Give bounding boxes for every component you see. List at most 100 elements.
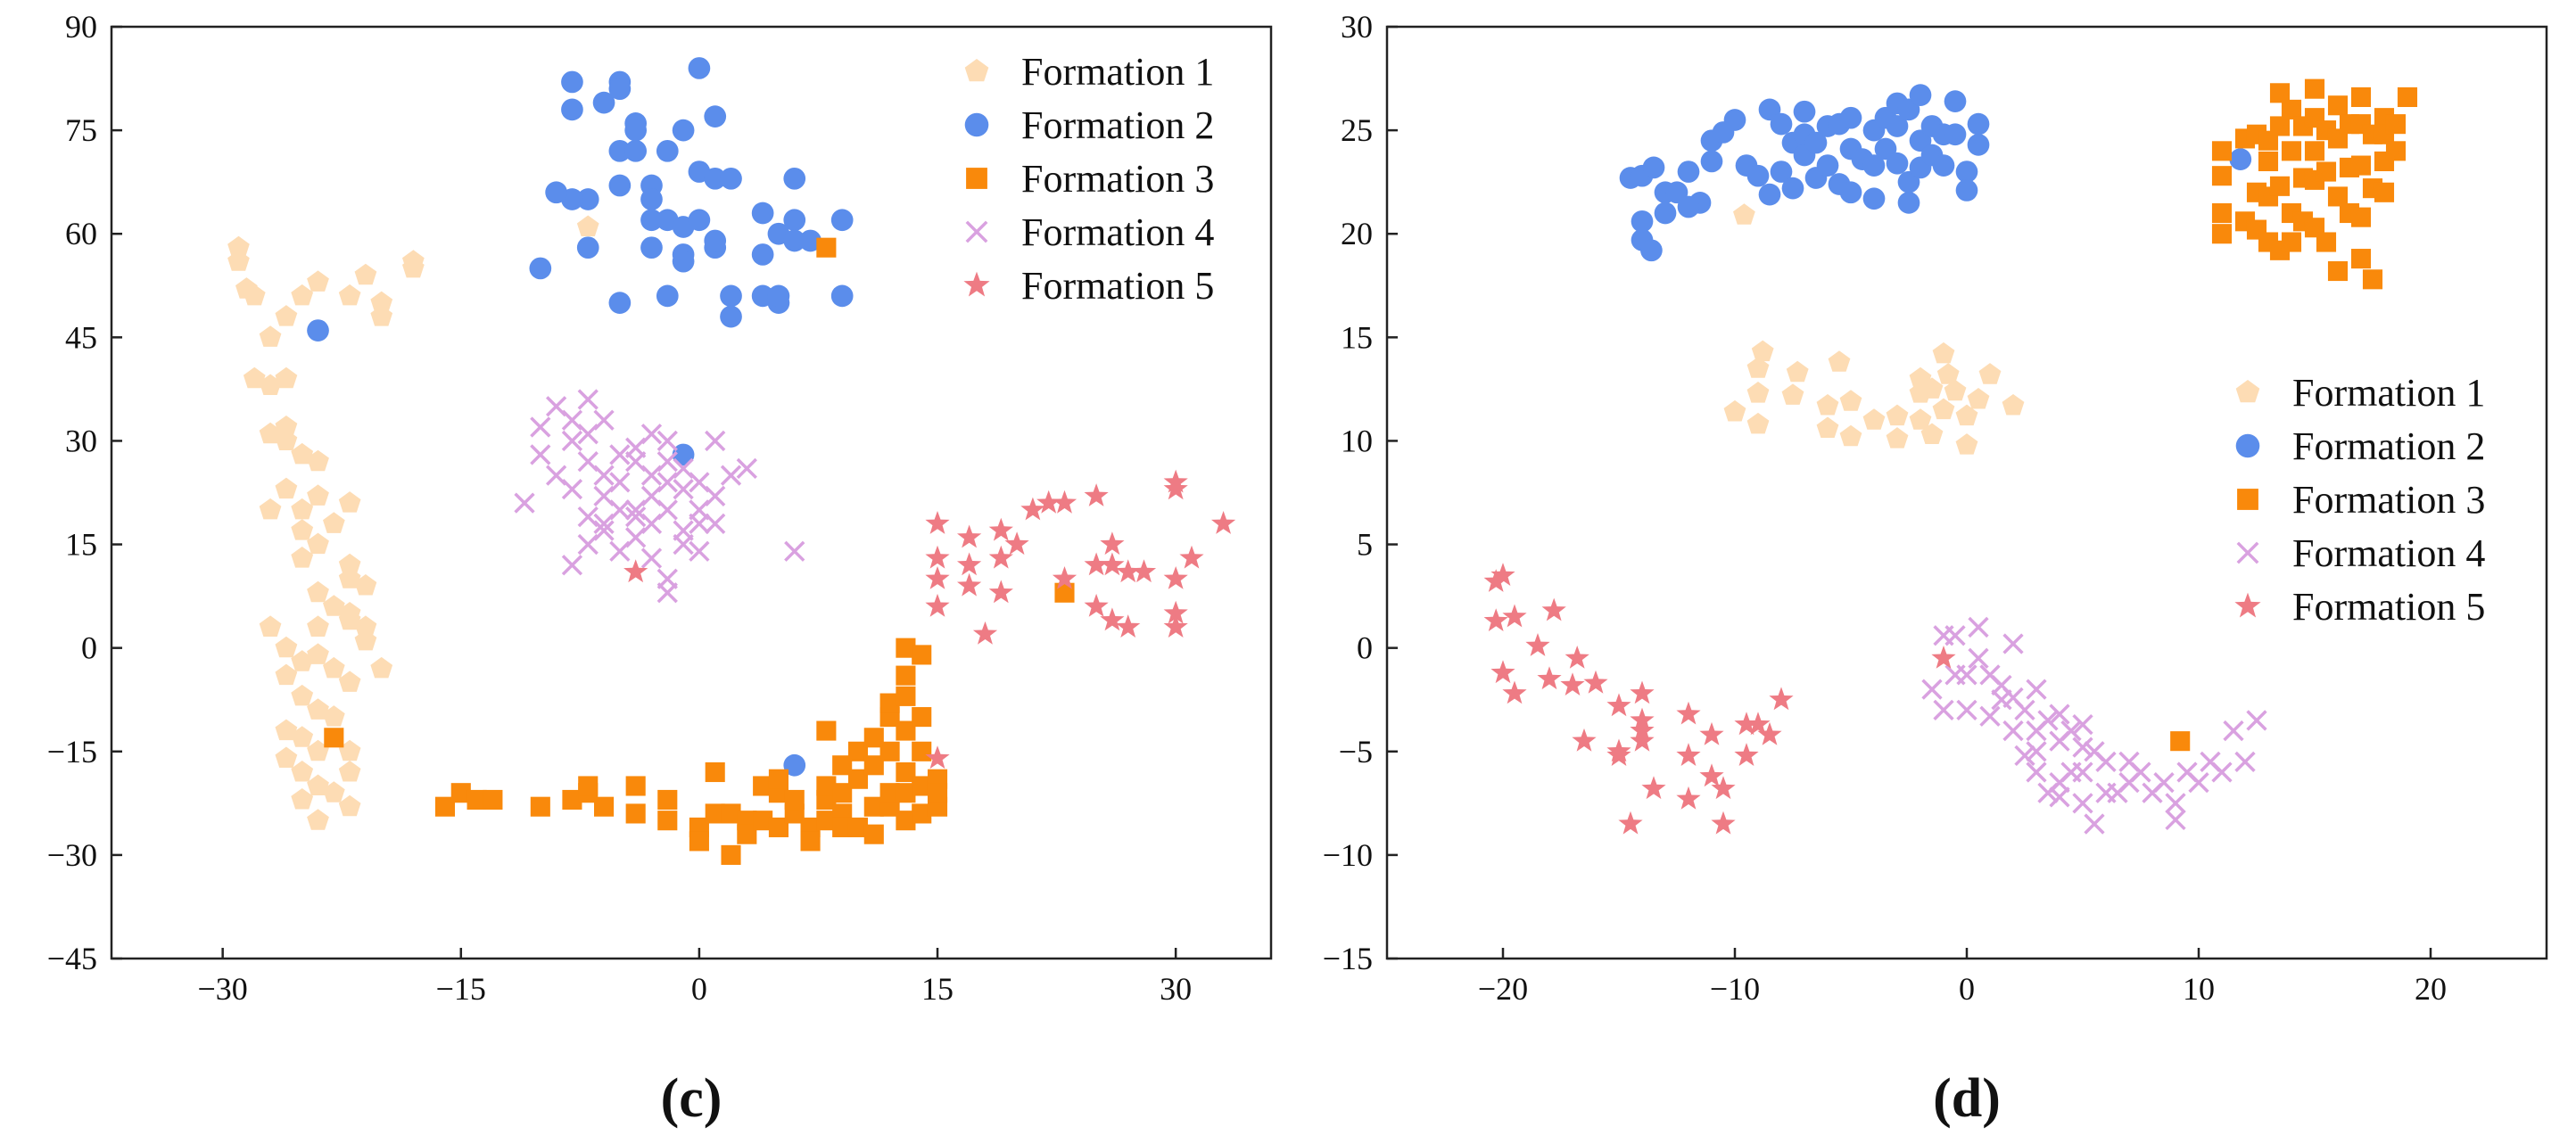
- legend-marker: [2234, 592, 2261, 618]
- data-point: [259, 374, 282, 395]
- data-point: [514, 492, 535, 514]
- data-point: [912, 803, 932, 824]
- data-point: [1630, 680, 1655, 704]
- y-tick-label: −5: [1339, 734, 1373, 770]
- data-point: [656, 582, 678, 604]
- data-point: [1654, 202, 1677, 225]
- data-point: [529, 257, 552, 280]
- data-point: [704, 229, 727, 252]
- data-point: [1968, 616, 1989, 638]
- data-point: [1502, 680, 1527, 704]
- data-point: [1734, 743, 1759, 766]
- data-point: [608, 139, 632, 162]
- data-point: [625, 499, 647, 521]
- data-point: [593, 513, 615, 534]
- data-point: [656, 139, 679, 162]
- data-point: [972, 621, 998, 645]
- data-point: [2304, 78, 2325, 99]
- data-point: [656, 284, 679, 308]
- data-point: [656, 499, 678, 521]
- data-point: [689, 513, 710, 534]
- legend-label: Formation 2: [1021, 103, 1214, 147]
- data-point: [1786, 360, 1809, 383]
- data-point: [307, 580, 329, 603]
- y-tick-label: −15: [47, 734, 97, 770]
- data-point: [2269, 83, 2291, 103]
- data-point: [816, 811, 837, 831]
- data-point: [736, 457, 757, 480]
- data-point: [323, 705, 345, 727]
- data-point: [323, 656, 345, 679]
- axes-frame: [110, 25, 1273, 960]
- data-point: [2362, 269, 2383, 290]
- series-formation-5: [1483, 563, 1956, 835]
- data-point: [483, 789, 503, 811]
- data-point: [307, 449, 329, 472]
- data-point: [673, 533, 694, 556]
- data-point: [609, 472, 631, 493]
- data-point: [879, 783, 900, 803]
- data-point: [1116, 614, 1141, 638]
- data-point: [2211, 761, 2233, 783]
- data-point: [720, 305, 742, 328]
- data-point: [847, 817, 869, 837]
- data-point: [624, 139, 648, 162]
- data-point: [2327, 95, 2349, 116]
- data-point: [957, 572, 982, 597]
- data-point: [2211, 224, 2233, 244]
- x-tick-label: −15: [436, 971, 486, 1007]
- data-point: [2246, 710, 2267, 731]
- data-point: [1955, 433, 1978, 455]
- data-point: [783, 229, 806, 252]
- data-point: [957, 552, 982, 576]
- data-point: [577, 389, 599, 410]
- data-point: [323, 781, 345, 802]
- data-point: [1676, 743, 1701, 766]
- data-point: [656, 430, 678, 452]
- data-point: [593, 409, 615, 431]
- data-point: [624, 119, 648, 142]
- data-point: [227, 250, 250, 271]
- data-point: [704, 105, 727, 128]
- scatter-panel-d: −20 −10 0 10 20 −15 −10 −5 0 5 10 15 20 25 30 Formation…: [1323, 9, 2548, 1129]
- data-point: [2304, 141, 2325, 161]
- legend-label: Formation 3: [2292, 478, 2485, 522]
- data-point: [291, 761, 314, 782]
- data-point: [1131, 559, 1157, 583]
- data-point: [672, 250, 695, 273]
- series-formation-3: [324, 237, 1075, 865]
- data-point: [1676, 701, 1701, 725]
- data-point: [291, 519, 314, 540]
- data-point: [593, 465, 615, 486]
- data-point: [830, 284, 854, 308]
- data-point: [2084, 813, 2105, 835]
- data-point: [1054, 582, 1075, 603]
- data-point: [307, 739, 329, 761]
- data-point: [2072, 713, 2093, 736]
- data-point: [2316, 161, 2337, 182]
- data-point: [863, 796, 884, 817]
- data-point: [1828, 350, 1851, 372]
- data-point: [625, 506, 647, 528]
- data-point: [1862, 154, 1886, 177]
- data-point: [832, 817, 853, 837]
- data-point: [576, 188, 599, 210]
- data-point: [1630, 728, 1655, 752]
- data-point: [1886, 427, 1909, 449]
- data-point: [1932, 154, 1955, 177]
- y-tick-label: 30: [1341, 9, 1373, 45]
- data-point: [2026, 741, 2047, 762]
- data-point: [832, 755, 853, 776]
- legend-marker: [966, 168, 987, 189]
- data-point: [1936, 363, 1960, 384]
- data-point: [1711, 811, 1736, 835]
- data-point: [816, 237, 837, 258]
- data-point: [751, 243, 774, 266]
- data-point: [1968, 647, 1989, 669]
- data-point: [1920, 377, 1944, 399]
- data-point: [927, 783, 948, 803]
- data-point: [275, 416, 298, 437]
- data-point: [1909, 84, 1932, 106]
- data-point: [2188, 771, 2209, 794]
- y-tick-label: −30: [47, 837, 97, 873]
